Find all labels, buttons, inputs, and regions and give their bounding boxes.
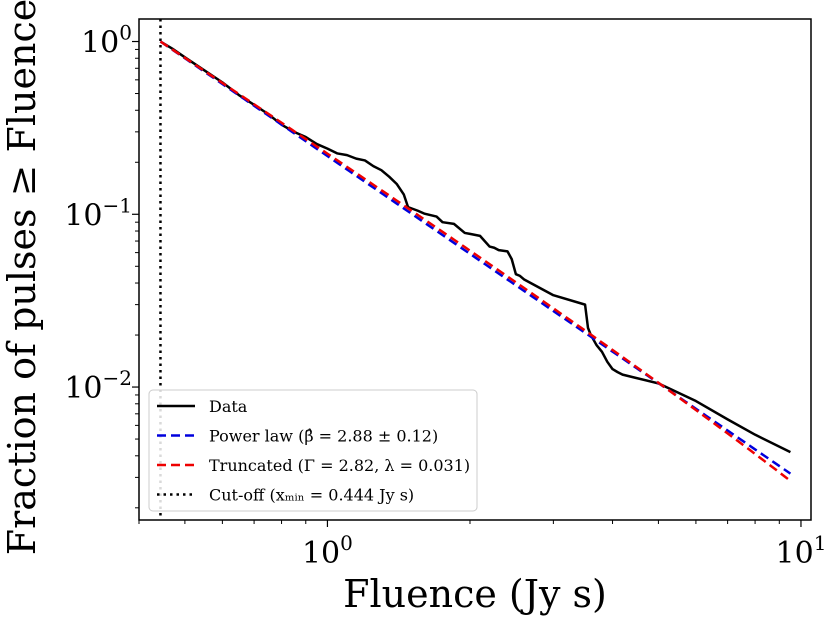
legend-power-law-label: Power law (β̂ = 2.88 ± 0.12) [209,427,438,446]
legend-truncated-label: Truncated (Γ = 2.82, λ = 0.031) [209,456,470,475]
legend: Data Power law (β̂ = 2.88 ± 0.12) Truncate… [148,389,478,512]
y-tick-label: 10−2 [64,366,132,406]
x-tick-label: 100 [302,531,353,571]
y-tick-label: 10−1 [64,193,132,233]
truncated-line [159,40,792,482]
y-axis-label: Fraction of pulses ≥ Fluence [0,0,44,555]
x-tick-label: 101 [776,531,827,571]
y-tick-label: 100 [81,21,132,61]
legend-data-label: Data [209,397,248,416]
legend-box [148,389,478,512]
tick-layer: 100 101 100 10−1 10−2 [64,21,826,571]
legend-cutoff-label: Cut-off (xₘᵢₙ = 0.444 Jy s) [209,486,414,505]
x-axis-label: Fluence (Jy s) [343,572,607,616]
axes-frame [138,18,812,521]
